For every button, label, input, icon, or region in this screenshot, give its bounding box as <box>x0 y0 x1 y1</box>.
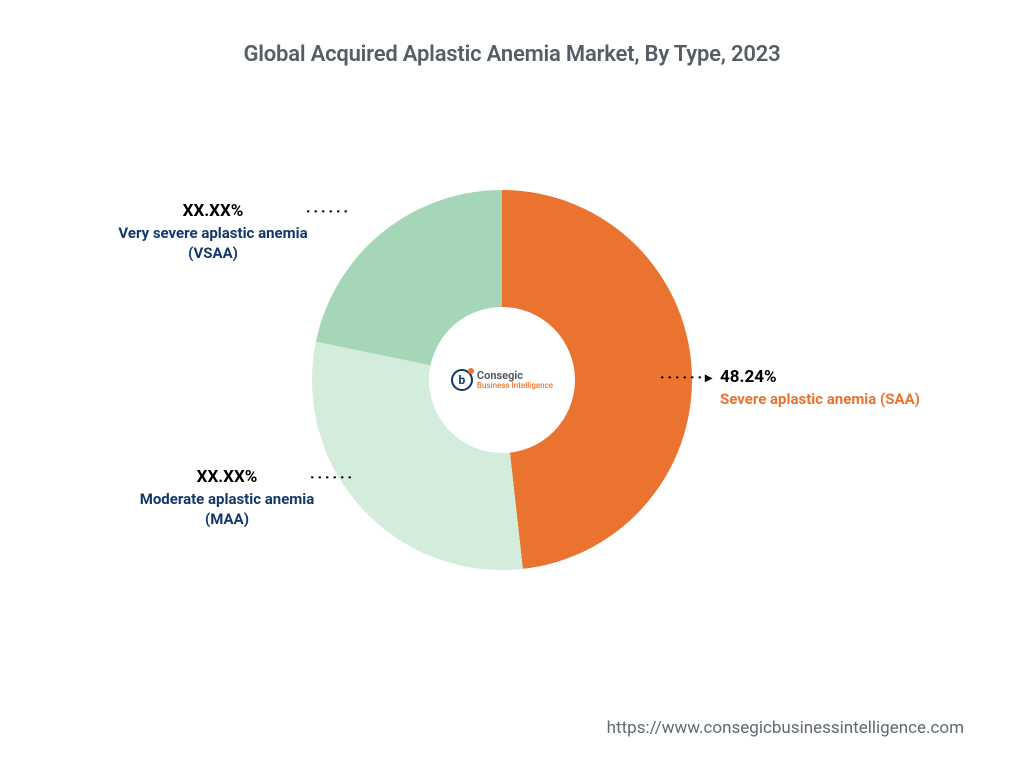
footer-url: https://www.consegicbusinessintelligence… <box>607 718 964 738</box>
slice-name-saa: Severe aplastic anemia (SAA) <box>720 389 920 409</box>
donut-chart: b Consegic Business Intelligence <box>312 190 692 570</box>
slice-name-maa: Moderate aplastic anemia (MAA) <box>132 489 322 530</box>
center-logo: b Consegic Business Intelligence <box>451 369 553 391</box>
slice-label-saa: 48.24% Severe aplastic anemia (SAA) <box>720 366 920 409</box>
logo-mark-icon: b <box>451 369 473 391</box>
logo-text: Consegic Business Intelligence <box>477 370 553 391</box>
logo-brand-top: Consegic <box>477 370 553 381</box>
slice-pct-maa: XX.XX% <box>132 466 322 489</box>
slice-name-vsaa: Very severe aplastic anemia (VSAA) <box>108 223 318 264</box>
leader-line-right: ······▸ <box>660 370 715 386</box>
slice-label-maa: XX.XX% Moderate aplastic anemia (MAA) <box>132 466 322 529</box>
logo-brand-bottom: Business Intelligence <box>477 381 553 391</box>
chart-title: Global Acquired Aplastic Anemia Market, … <box>0 42 1024 67</box>
slice-pct-vsaa: XX.XX% <box>108 200 318 223</box>
slice-pct-saa: 48.24% <box>720 366 920 389</box>
donut-hole: b Consegic Business Intelligence <box>429 307 575 453</box>
slice-label-vsaa: XX.XX% Very severe aplastic anemia (VSAA… <box>108 200 318 263</box>
